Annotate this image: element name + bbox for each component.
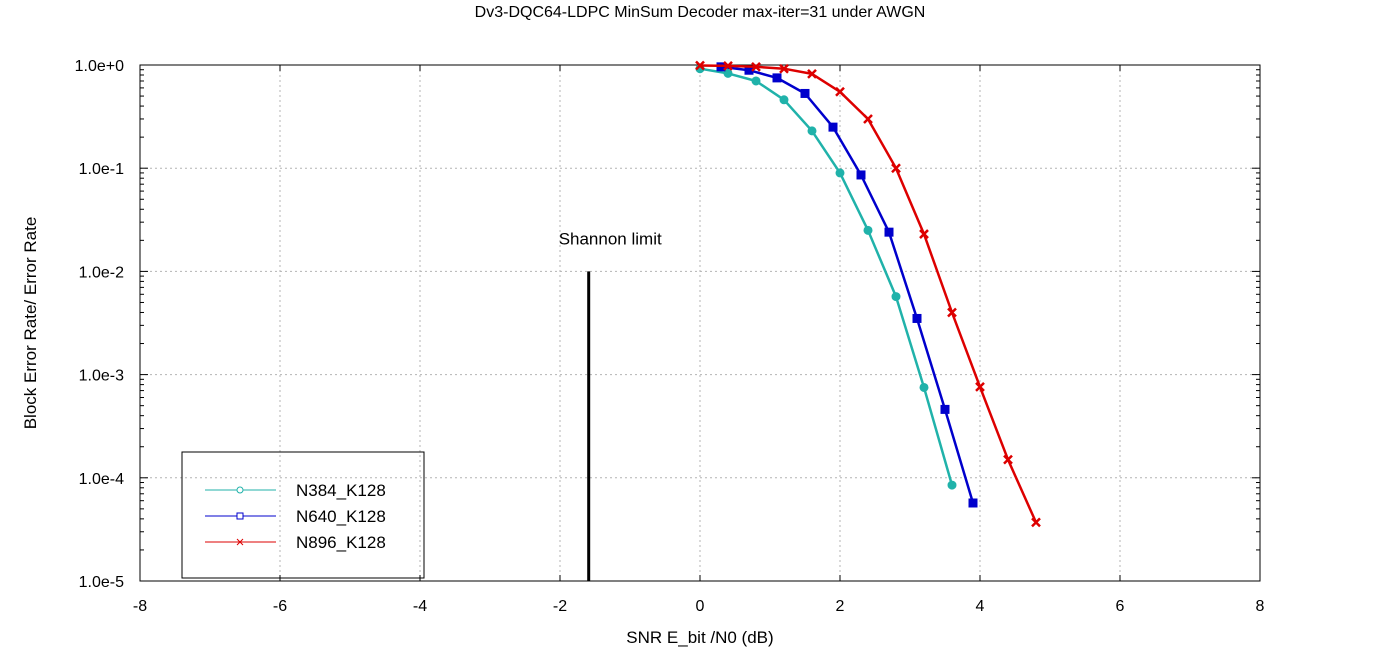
y-tick-label: 1.0e-3: [79, 368, 124, 385]
x-tick-label: -6: [273, 598, 287, 615]
series-N384_K128: [695, 64, 957, 490]
data-point: [968, 498, 978, 508]
data-point: [800, 88, 810, 98]
data-point: [828, 122, 838, 132]
data-point: [947, 480, 957, 490]
shannon-limit-label: Shannon limit: [559, 229, 662, 248]
series-layer: [695, 60, 1041, 528]
annotation-layer: Shannon limit: [559, 229, 662, 581]
legend: N384_K128 N640_K128 N896_K128: [181, 451, 425, 579]
x-axis-label: SNR E_bit /N0 (dB): [626, 628, 773, 647]
data-point: [891, 292, 901, 302]
x-tick-label: -4: [413, 598, 427, 615]
legend-marker: [236, 486, 244, 494]
ticks-layer: -8 -6 -4 -2 0 2 4 6 8 1.0e+0 1.0e-1 1.0e-2 1.0e-3 1.0…: [75, 58, 1265, 615]
legend-label: N896_K128: [296, 533, 386, 552]
y-tick-label: 1.0e-4: [79, 471, 124, 488]
data-point: [779, 95, 789, 105]
data-point: [695, 60, 705, 71]
data-point: [947, 307, 957, 318]
x-tick-label: 6: [1116, 598, 1125, 615]
data-point: [723, 68, 733, 78]
data-point: [779, 63, 789, 74]
data-point: [835, 86, 845, 97]
data-point: [751, 76, 761, 86]
y-tick-label: 1.0e-2: [79, 264, 124, 281]
data-point: [772, 73, 782, 83]
legend-label: N384_K128: [296, 481, 386, 500]
x-tick-label: 4: [976, 598, 985, 615]
x-tick-label: 2: [836, 598, 845, 615]
legend-marker: [236, 512, 244, 520]
series-line: [720, 65, 975, 504]
data-point: [919, 229, 929, 239]
data-point: [807, 69, 817, 79]
series-line: [699, 64, 1038, 523]
data-point: [975, 382, 985, 392]
data-point: [863, 225, 873, 235]
data-point: [1031, 517, 1041, 528]
data-point: [835, 168, 845, 178]
legend-marker: [236, 538, 244, 546]
x-tick-label: -8: [133, 598, 147, 615]
data-point: [807, 126, 817, 136]
data-point: [919, 382, 929, 392]
data-point: [723, 61, 733, 71]
x-tick-label: 0: [696, 598, 705, 615]
data-point: [1003, 454, 1013, 465]
series-line: [699, 67, 954, 486]
x-tick-label: 8: [1256, 598, 1265, 615]
data-point: [891, 163, 901, 174]
data-point: [856, 170, 866, 180]
y-tick-label: 1.0e-1: [79, 161, 124, 178]
data-point: [863, 114, 873, 124]
data-point: [884, 227, 894, 237]
data-point: [940, 404, 950, 414]
x-tick-label: -2: [553, 598, 567, 615]
legend-box: [181, 451, 425, 579]
plot-frame: [139, 64, 1261, 582]
data-point: [751, 61, 761, 72]
series-N640_K128: [716, 62, 978, 508]
grid-layer: [140, 65, 1260, 581]
legend-label: N640_K128: [296, 507, 386, 526]
data-point: [912, 313, 922, 323]
y-tick-label: 1.0e-5: [79, 574, 124, 591]
chart-title: Dv3-DQC64-LDPC MinSum Decoder max-iter=3…: [475, 4, 926, 21]
series-N896_K128: [695, 60, 1041, 528]
y-tick-label: 1.0e+0: [75, 58, 124, 75]
y-axis-label: Block Error Rate/ Error Rate: [21, 217, 40, 430]
